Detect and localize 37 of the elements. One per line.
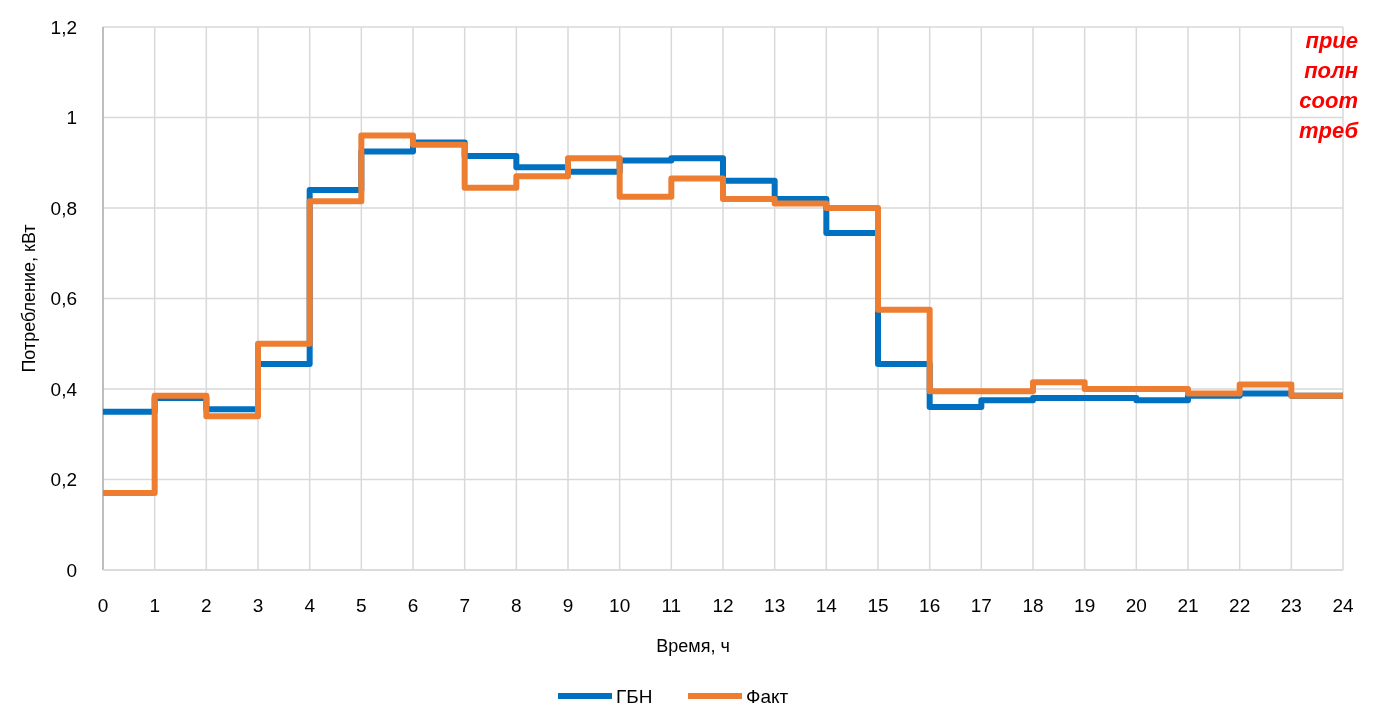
x-tick-label: 21 [1177,595,1199,616]
x-axis-title: Время, ч [656,636,730,656]
x-tick-label: 1 [149,595,160,616]
x-tick-label: 22 [1229,595,1251,616]
x-tick-label: 19 [1074,595,1096,616]
x-tick-label: 2 [201,595,212,616]
y-tick-label: 0,8 [50,197,77,219]
y-tick-label: 0,6 [50,288,77,310]
x-tick-label: 4 [304,595,316,616]
x-tick-label: 23 [1280,595,1302,616]
x-tick-label: 5 [356,595,367,616]
x-tick-label: 15 [867,595,889,616]
x-tick-label: 6 [407,595,419,616]
y-tick-label: 0,2 [50,469,77,491]
y-tick-label: 1,2 [50,16,77,38]
annotation: прие полн соот треб [1298,28,1360,143]
x-tick-label: 13 [764,595,786,616]
x-tick-label: 10 [609,595,631,616]
x-tick-label: 9 [562,595,574,616]
y-tick-label: 0,4 [50,378,78,400]
x-tick-label: 14 [815,595,838,616]
x-tick-label: 7 [459,595,470,616]
x-tick-label: 16 [919,595,941,616]
y-tick-label: 1 [66,107,77,129]
x-tick-label: 11 [661,595,682,616]
x-tick-label: 20 [1125,595,1147,616]
x-tick-label: 3 [252,595,264,616]
x-tick-label: 0 [97,595,109,616]
x-tick-label: 18 [1022,595,1044,616]
x-tick-label: 17 [970,595,992,616]
legend-label: Факт [746,685,789,707]
y-tick-label: 0 [66,559,77,581]
x-tick-label: 12 [712,595,734,616]
x-tick-label: 24 [1332,595,1354,616]
legend-label: ГБН [616,685,653,707]
y-axis-title: Потребление, кВт [19,224,39,373]
x-tick-label: 8 [511,595,522,616]
